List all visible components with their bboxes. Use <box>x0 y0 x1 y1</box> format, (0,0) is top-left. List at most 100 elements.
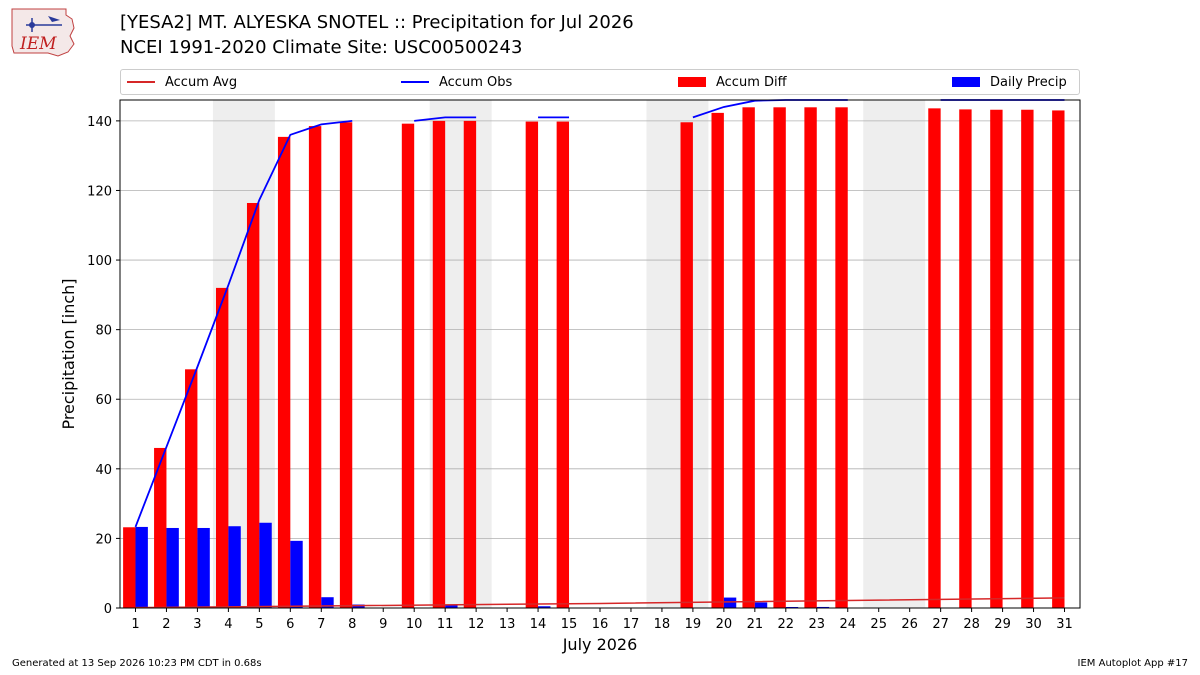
x-tick-label: 8 <box>348 617 356 632</box>
daily-precip-bar <box>321 597 334 608</box>
svg-text:IEM: IEM <box>19 34 57 54</box>
y-tick-label: 120 <box>87 184 112 199</box>
x-tick-label: 29 <box>994 617 1011 632</box>
y-tick-label: 100 <box>87 254 112 269</box>
legend-swatch-accum-diff <box>678 77 706 87</box>
x-tick-label: 7 <box>317 617 325 632</box>
y-tick-label: 60 <box>95 393 112 408</box>
x-tick-label: 2 <box>162 617 170 632</box>
legend-swatch-accum-avg <box>127 81 155 83</box>
x-tick-label: 1 <box>131 617 139 632</box>
legend-label-daily-precip: Daily Precip <box>990 74 1067 90</box>
daily-precip-bar <box>816 606 830 608</box>
legend-swatch-accum-obs <box>401 81 429 83</box>
accum-diff-bar <box>246 202 260 609</box>
daily-precip-bar <box>259 522 272 608</box>
iem-logo: IEM <box>8 6 82 58</box>
x-tick-label: 30 <box>1025 617 1042 632</box>
legend-label-accum-obs: Accum Obs <box>439 74 513 90</box>
accum-diff-bar <box>680 122 693 608</box>
accum-diff-bar <box>123 527 136 608</box>
accum-diff-bar <box>432 120 446 608</box>
x-tick-label: 10 <box>406 617 423 632</box>
accum-diff-bar <box>154 447 167 608</box>
accum-diff-bar <box>959 109 972 608</box>
accum-obs-line <box>134 119 353 528</box>
accum-diff-bar <box>804 107 817 608</box>
weekend-shade <box>863 100 926 608</box>
x-tick-label: 19 <box>685 617 702 632</box>
legend-item-daily-precip: Daily Precip <box>952 70 1067 94</box>
legend-item-accum-obs: Accum Obs <box>401 70 512 94</box>
accum-diff-bar <box>463 120 477 608</box>
daily-precip-bar <box>445 604 458 608</box>
x-tick-label: 25 <box>870 617 887 632</box>
footer-generated: Generated at 13 Sep 2026 10:23 PM CDT in… <box>12 658 262 669</box>
legend-swatch-daily-precip <box>952 77 980 87</box>
accum-avg-line <box>135 597 1065 609</box>
daily-precip-bar <box>538 606 551 608</box>
accum-diff-bar <box>185 369 198 608</box>
x-tick-label: 18 <box>654 617 671 632</box>
daily-precip-bar <box>135 526 148 608</box>
x-tick-label: 20 <box>716 617 733 632</box>
x-tick-label: 31 <box>1056 617 1073 632</box>
x-tick-label: 12 <box>468 617 485 632</box>
accum-diff-bar <box>835 107 848 608</box>
y-axis-label: Precipitation [inch] <box>59 278 78 429</box>
accum-diff-bar <box>928 108 941 609</box>
x-tick-label: 22 <box>778 617 795 632</box>
accum-diff-bar <box>990 109 1003 608</box>
daily-precip-bar <box>290 540 303 608</box>
daily-precip-bar <box>228 526 241 608</box>
accum-diff-bar <box>277 136 291 608</box>
legend-label-accum-avg: Accum Avg <box>165 74 238 90</box>
x-tick-label: 16 <box>592 617 609 632</box>
accum-diff-bar <box>1021 109 1034 608</box>
x-tick-label: 23 <box>809 617 826 632</box>
accum-diff-bar <box>401 123 415 608</box>
legend: Accum Avg Accum Obs Accum Diff Daily Pre… <box>120 69 1080 95</box>
y-tick-label: 0 <box>104 602 112 617</box>
accum-diff-bar <box>773 107 786 608</box>
x-tick-label: 6 <box>286 617 294 632</box>
weekend-shade <box>646 100 709 608</box>
daily-precip-bar <box>723 597 737 608</box>
axes-frame <box>119 99 1081 609</box>
x-tick-label: 28 <box>963 617 980 632</box>
y-tick-label: 140 <box>87 115 112 130</box>
x-tick-label: 27 <box>932 617 949 632</box>
accum-diff-bar <box>339 122 353 608</box>
y-tick-label: 20 <box>95 532 112 547</box>
footer-app: IEM Autoplot App #17 <box>1077 658 1188 669</box>
chart-title: [YESA2] MT. ALYESKA SNOTEL :: Precipitat… <box>120 12 634 33</box>
x-axis-label: July 2026 <box>562 635 638 654</box>
legend-item-accum-diff: Accum Diff <box>678 70 787 94</box>
x-tick-label: 3 <box>193 617 201 632</box>
y-tick-label: 40 <box>95 463 112 478</box>
x-tick-label: 4 <box>224 617 232 632</box>
accum-diff-bar <box>308 126 322 609</box>
x-tick-label: 11 <box>437 617 454 632</box>
x-tick-label: 24 <box>839 617 856 632</box>
daily-precip-bar <box>754 602 768 608</box>
x-tick-label: 5 <box>255 617 263 632</box>
x-tick-label: 9 <box>379 617 387 632</box>
legend-item-accum-avg: Accum Avg <box>127 70 237 94</box>
x-tick-label: 17 <box>623 617 640 632</box>
x-tick-label: 21 <box>747 617 764 632</box>
x-tick-label: 26 <box>901 617 918 632</box>
accum-diff-bar <box>525 121 539 608</box>
x-tick-label: 15 <box>561 617 578 632</box>
accum-diff-bar <box>1052 110 1065 608</box>
accum-diff-bar <box>742 107 755 608</box>
daily-precip-bar <box>166 527 179 608</box>
chart-subtitle: NCEI 1991-2020 Climate Site: USC00500243 <box>120 37 523 58</box>
x-tick-label: 13 <box>499 617 516 632</box>
accum-diff-bar <box>556 121 570 608</box>
accum-diff-bar <box>711 112 724 609</box>
accum-obs-line <box>414 116 477 122</box>
legend-label-accum-diff: Accum Diff <box>716 74 787 90</box>
